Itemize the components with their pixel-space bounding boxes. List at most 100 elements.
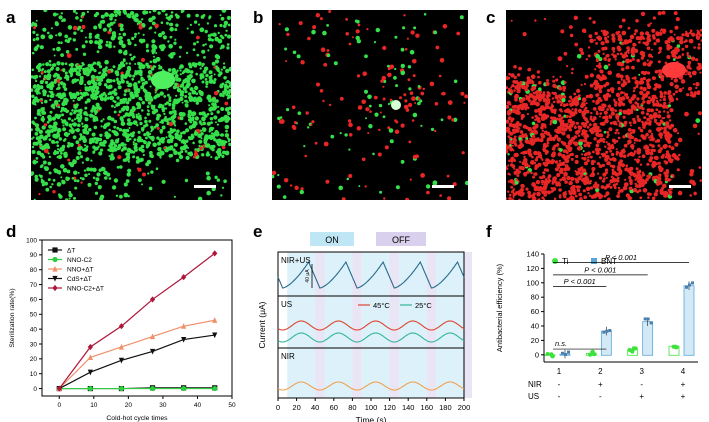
cell-dot (518, 137, 522, 141)
cell-dot (559, 170, 564, 174)
cell-dot (67, 117, 71, 121)
data-point (212, 317, 218, 323)
cell-dot (132, 120, 138, 125)
cell-dot (188, 98, 193, 102)
cell-dot (158, 114, 162, 118)
cell-dot (600, 122, 604, 126)
cell-dot (645, 177, 649, 182)
cell-dot (67, 141, 71, 145)
cell-dot (145, 162, 150, 167)
cell-dot (402, 26, 406, 30)
cell-dot (430, 127, 435, 131)
cell-dot (161, 179, 166, 184)
cell-dot (364, 54, 368, 59)
cell-dot (551, 97, 555, 100)
cell-dot (576, 188, 581, 192)
cell-dot (625, 167, 629, 171)
cell-dot (137, 167, 142, 172)
cell-dot (364, 185, 367, 188)
cell-dot (272, 174, 275, 179)
cell-dot (174, 28, 178, 32)
cell-dot (226, 46, 230, 50)
cell-dot (161, 125, 166, 130)
cell-dot (699, 33, 702, 37)
cell-dot (563, 51, 568, 56)
cell-dot (94, 40, 99, 45)
cell-dot (589, 194, 592, 197)
cell-dot (118, 110, 122, 114)
cell-dot (46, 94, 50, 98)
cell-dot (689, 169, 695, 174)
cell-dot (119, 23, 124, 28)
cell-dot (643, 116, 647, 120)
cell-dot (71, 119, 74, 122)
cell-dot (539, 108, 543, 113)
cell-dot (49, 94, 54, 99)
cell-dot (185, 51, 189, 55)
cell-dot (179, 69, 182, 72)
data-point (87, 369, 93, 376)
cell-dot (100, 14, 105, 19)
cell-dot (574, 170, 577, 173)
cell-dot (641, 173, 646, 177)
cell-dot (400, 123, 405, 128)
cell-dot (96, 50, 100, 54)
cell-dot (139, 157, 144, 162)
cell-dot (316, 82, 320, 87)
cell-dot (648, 129, 652, 133)
cell-dot (148, 17, 153, 23)
cell-dot (113, 106, 116, 109)
cell-dot (99, 141, 104, 147)
cell-dot (633, 32, 637, 36)
cell-dot (205, 80, 209, 85)
cell-dot (40, 70, 44, 74)
cell-dot (80, 181, 83, 184)
cell-dot (545, 94, 550, 99)
cell-dot (179, 92, 184, 97)
cell-dot (667, 90, 672, 95)
cell-dot (86, 98, 91, 103)
cell-dot (568, 99, 571, 103)
cell-dot (661, 117, 664, 120)
cell-dot (191, 62, 196, 67)
cell-dot (623, 143, 628, 148)
panel-letter-b: b (253, 8, 264, 27)
cell-dot (646, 117, 650, 122)
cell-dot (97, 185, 102, 190)
cell-dot (642, 125, 646, 129)
cell-dot (118, 40, 123, 46)
cell-dot (534, 151, 538, 155)
cell-dot (209, 44, 214, 49)
cell-dot (638, 169, 642, 173)
cell-dot (172, 85, 177, 90)
cell-dot (206, 151, 210, 155)
cell-dot (689, 94, 692, 97)
cell-dot (665, 173, 669, 177)
cell-dot (127, 84, 130, 88)
cell-dot (420, 91, 425, 96)
cell-dot (82, 130, 87, 134)
cell-dot (200, 132, 204, 136)
cell-dot (203, 66, 209, 71)
off-band (426, 252, 437, 398)
cell-dot (75, 140, 80, 145)
cell-dot (99, 133, 103, 137)
cell-dot (54, 113, 59, 119)
cell-dot (31, 145, 35, 149)
cell-dot (59, 94, 64, 99)
cell-dot (169, 14, 174, 19)
cell-dot (547, 176, 551, 180)
cell-dot (599, 115, 601, 118)
cell-dot (661, 10, 666, 15)
cell-dot (592, 20, 596, 24)
cell-dot (655, 122, 659, 125)
cell-dot (603, 194, 607, 198)
cell-dot (530, 87, 534, 91)
cell-dot (638, 73, 641, 76)
cell-dot (60, 118, 63, 121)
cell-dot (39, 143, 43, 147)
cell-dot (659, 94, 664, 99)
cell-dot (31, 150, 36, 154)
cell-dot (659, 50, 662, 53)
cell-dot (139, 121, 143, 126)
